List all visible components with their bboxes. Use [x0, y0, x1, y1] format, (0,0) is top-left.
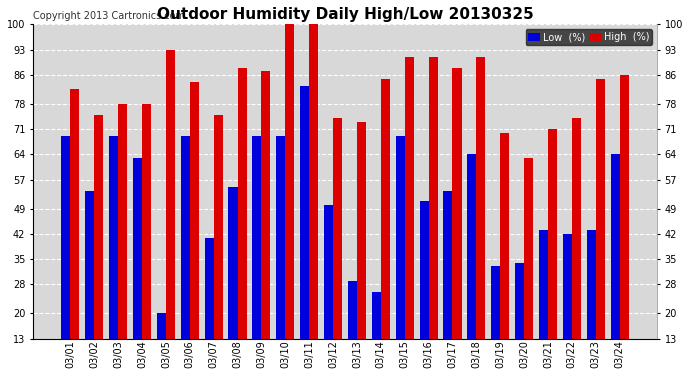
- Bar: [348, 281, 357, 375]
- Bar: [166, 50, 175, 375]
- Bar: [324, 205, 333, 375]
- Bar: [214, 115, 223, 375]
- Bar: [95, 115, 103, 375]
- Bar: [405, 57, 414, 375]
- Bar: [548, 129, 557, 375]
- Legend: Low  (%), High  (%): Low (%), High (%): [526, 29, 652, 45]
- Bar: [190, 82, 199, 375]
- Bar: [491, 267, 500, 375]
- Bar: [563, 234, 572, 375]
- Bar: [333, 118, 342, 375]
- Bar: [228, 187, 237, 375]
- Bar: [444, 190, 453, 375]
- Bar: [109, 136, 118, 375]
- Bar: [620, 75, 629, 375]
- Bar: [420, 201, 428, 375]
- Title: Outdoor Humidity Daily High/Low 20130325: Outdoor Humidity Daily High/Low 20130325: [157, 7, 533, 22]
- Bar: [467, 154, 476, 375]
- Bar: [262, 72, 270, 375]
- Bar: [381, 79, 390, 375]
- Bar: [276, 136, 285, 375]
- Bar: [70, 90, 79, 375]
- Bar: [539, 230, 548, 375]
- Bar: [595, 79, 605, 375]
- Bar: [611, 154, 620, 375]
- Bar: [142, 104, 151, 375]
- Bar: [476, 57, 485, 375]
- Bar: [572, 118, 581, 375]
- Bar: [157, 314, 166, 375]
- Bar: [253, 136, 262, 375]
- Text: Copyright 2013 Cartronics.com: Copyright 2013 Cartronics.com: [33, 11, 185, 21]
- Bar: [118, 104, 127, 375]
- Bar: [524, 158, 533, 375]
- Bar: [357, 122, 366, 375]
- Bar: [586, 230, 595, 375]
- Bar: [133, 158, 142, 375]
- Bar: [205, 237, 214, 375]
- Bar: [372, 292, 381, 375]
- Bar: [395, 136, 405, 375]
- Bar: [515, 263, 524, 375]
- Bar: [61, 136, 70, 375]
- Bar: [428, 57, 437, 375]
- Bar: [85, 190, 95, 375]
- Bar: [453, 68, 462, 375]
- Bar: [300, 86, 309, 375]
- Bar: [500, 133, 509, 375]
- Bar: [237, 68, 246, 375]
- Bar: [309, 24, 318, 375]
- Bar: [181, 136, 190, 375]
- Bar: [285, 24, 295, 375]
